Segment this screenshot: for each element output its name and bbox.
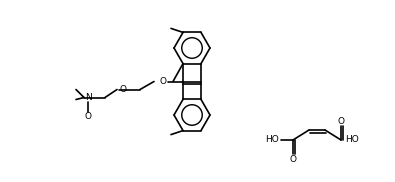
Text: O: O <box>337 116 344 126</box>
Text: O: O <box>120 85 126 94</box>
Text: O: O <box>290 155 297 163</box>
Text: N: N <box>85 93 91 102</box>
Text: O: O <box>159 77 166 86</box>
Text: HO: HO <box>345 136 359 145</box>
Text: HO: HO <box>265 136 279 145</box>
Text: O: O <box>85 112 92 121</box>
